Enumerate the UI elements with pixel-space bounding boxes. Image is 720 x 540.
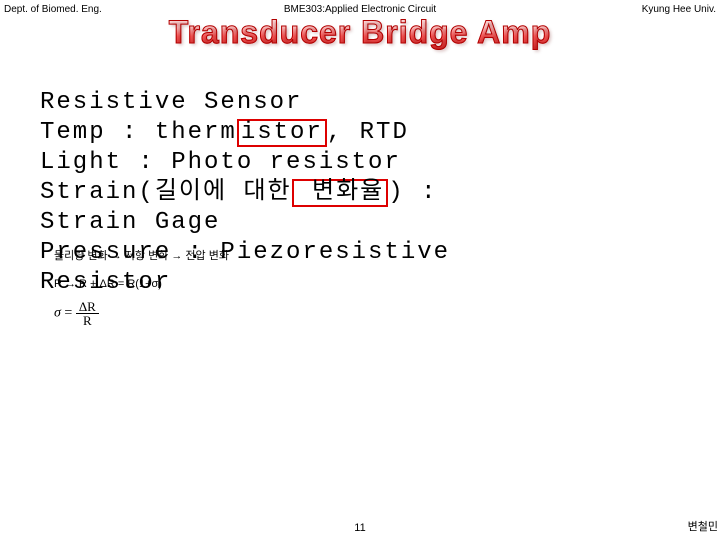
- content-line-1: Resistive Sensor: [40, 88, 680, 118]
- content-line-3: Light : Photo resistor: [40, 148, 680, 178]
- slide-title: Transducer Bridge Amp: [169, 14, 552, 51]
- header-univ: Kyung Hee Univ.: [642, 4, 716, 15]
- fraction-numerator: ΔR: [76, 300, 99, 314]
- overlay-text-1: 물리량 변화 → 저항 변화 → 전압 변화: [54, 247, 229, 263]
- header-dept: Dept. of Biomed. Eng.: [4, 4, 102, 15]
- red-box-2: 변화율: [292, 179, 389, 207]
- content-line-4: Strain(길이에 대한 변화율) :: [40, 178, 680, 208]
- red-box-1: istor: [237, 119, 327, 147]
- sigma-formula: σ = ΔR R: [54, 300, 99, 327]
- content-block: Resistive Sensor Temp : thermistor, RTD …: [40, 88, 680, 298]
- fraction-denominator: R: [76, 314, 99, 327]
- line4-a: Strain(길이에 대한: [40, 179, 292, 206]
- footer-author: 변철민: [688, 518, 718, 534]
- equals-sign: =: [64, 306, 72, 321]
- overlay-text-2: R → R + ΔR = R(1+σ): [54, 278, 162, 290]
- page-number: 11: [354, 522, 365, 534]
- content-line-5: Strain Gage: [40, 208, 680, 238]
- line4-b: ) :: [388, 179, 437, 206]
- fraction: ΔR R: [76, 300, 99, 327]
- line2-b: , RTD: [327, 119, 409, 146]
- line2-a: Temp : therm: [40, 119, 237, 146]
- content-line-2: Temp : thermistor, RTD: [40, 118, 680, 148]
- sigma-symbol: σ: [54, 306, 61, 321]
